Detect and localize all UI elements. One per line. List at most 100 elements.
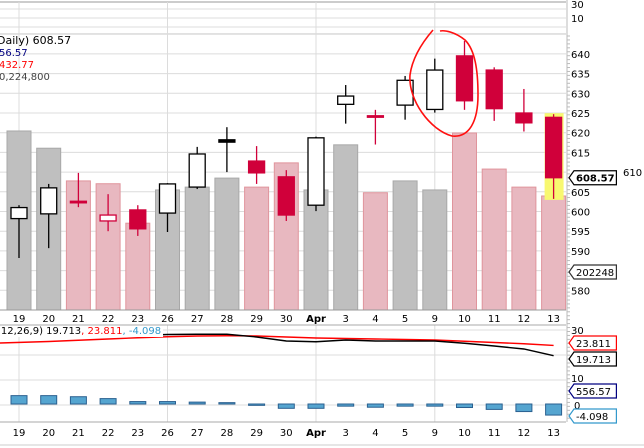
x-axis-label: 12 <box>518 428 531 439</box>
candle <box>544 114 563 199</box>
x-axis-label: 29 <box>250 314 263 325</box>
price-tick-label: 630 <box>571 89 590 100</box>
x-axis-label: 23 <box>131 314 144 325</box>
macd-tick-label: 0 <box>574 401 580 412</box>
candle <box>337 85 355 124</box>
x-axis-label: 9 <box>432 314 438 325</box>
candle-body <box>426 69 444 111</box>
candle-body <box>247 160 266 174</box>
candle <box>69 172 88 208</box>
x-axis-label: 27 <box>191 428 204 439</box>
volume-bar <box>244 186 270 311</box>
level-value-label-box <box>568 383 617 399</box>
candle-body <box>544 116 563 179</box>
x-axis-label: 13 <box>547 314 560 325</box>
x-axis-label: 10 <box>458 314 471 325</box>
header-value-2: 432.77 <box>0 60 34 71</box>
candle-body <box>307 137 325 206</box>
histogram-value-label: -4.098 <box>568 408 617 424</box>
macd-histogram-bar <box>366 403 384 408</box>
candle <box>40 183 58 249</box>
histogram-value-label-box <box>568 408 617 424</box>
signal-value-wrap: , 23.811 <box>81 326 123 337</box>
x-axis-label: 9 <box>432 428 438 439</box>
candle <box>426 58 444 113</box>
candle <box>218 127 236 173</box>
candle <box>485 67 503 121</box>
candle-body <box>40 187 58 215</box>
candle-body <box>366 115 385 118</box>
candle-body <box>10 206 28 220</box>
candle <box>129 205 147 236</box>
candle <box>99 194 117 232</box>
macd-histogram-bar <box>40 395 58 405</box>
x-axis-label: 20 <box>42 428 55 439</box>
candle <box>10 205 28 258</box>
volume-bar <box>392 180 418 311</box>
price-tick-label: 590 <box>571 247 590 258</box>
x-axis-label: 5 <box>402 314 408 325</box>
x-axis-label: 19 <box>13 314 26 325</box>
macd-tick-label: 10 <box>571 374 584 385</box>
candle-body <box>485 69 503 110</box>
macd-histogram-bar <box>277 403 295 409</box>
x-axis-label: 19 <box>13 428 26 439</box>
x-axis-label: Apr <box>306 314 326 325</box>
header-volume: 0,224,800 <box>0 72 50 83</box>
macd-value: 19.713 <box>46 326 82 337</box>
x-axis-label: 10 <box>458 428 471 439</box>
candle <box>158 183 177 232</box>
x-axis-label: 30 <box>280 314 293 325</box>
price-tick-label: 610 <box>623 168 642 179</box>
macd-histogram-bar <box>159 401 176 405</box>
candle <box>455 40 474 110</box>
y-tick-label: 30 <box>571 0 584 11</box>
x-axis-label: 26 <box>161 428 174 439</box>
x-axis-label: 3 <box>343 314 349 325</box>
candle-body <box>515 112 533 124</box>
x-axis-label: 20 <box>42 314 55 325</box>
candle <box>396 75 414 120</box>
price-tick-label: 615 <box>571 148 590 159</box>
macd-histogram-bar <box>426 403 444 407</box>
signal-value-label-text: 23.811 <box>576 339 611 350</box>
x-axis-label: 5 <box>402 428 408 439</box>
candle-body <box>218 139 236 143</box>
candle-body <box>337 95 355 105</box>
hand-drawn-circle-annotation <box>409 29 479 137</box>
histogram-value-label-text: -4.098 <box>576 412 608 423</box>
y-tick-label: 10 <box>571 14 584 25</box>
x-axis-label: 11 <box>488 428 501 439</box>
macd-value-label-text: 19.713 <box>576 355 611 366</box>
price-tick-label: 640 <box>571 50 590 61</box>
candle-body <box>455 55 474 102</box>
candle-body <box>277 176 295 216</box>
volume-bar <box>481 168 507 311</box>
candle-body <box>396 79 414 106</box>
histogram-value: -4.098 <box>128 326 162 337</box>
level-value-label: 556.57 <box>568 383 617 399</box>
x-axis-label: 21 <box>72 428 85 439</box>
signal-line <box>0 335 554 347</box>
signal-value: 23.811 <box>87 326 123 337</box>
chart-title: Daily) 608.57 <box>0 34 72 47</box>
last-volume-label-text: 202248 <box>576 268 614 279</box>
macd-histogram-bar <box>396 403 414 407</box>
price-tick-label: 600 <box>571 208 590 219</box>
x-axis-label: 26 <box>161 314 174 325</box>
x-axis-label: 22 <box>102 314 115 325</box>
signal-value-label-box <box>568 335 617 351</box>
macd-histogram-bar <box>307 403 325 409</box>
price-tick-label: 605 <box>571 188 590 199</box>
macd-histogram-bar <box>456 403 473 409</box>
x-axis-label: 23 <box>131 428 144 439</box>
x-axis-label: 28 <box>221 428 234 439</box>
candle <box>366 109 385 145</box>
candle <box>277 170 295 221</box>
candle-body <box>129 209 147 230</box>
price-tick-label: 625 <box>571 109 590 120</box>
volume-bar <box>511 186 537 311</box>
candle <box>515 88 533 132</box>
macd-histogram-bar <box>337 403 355 407</box>
